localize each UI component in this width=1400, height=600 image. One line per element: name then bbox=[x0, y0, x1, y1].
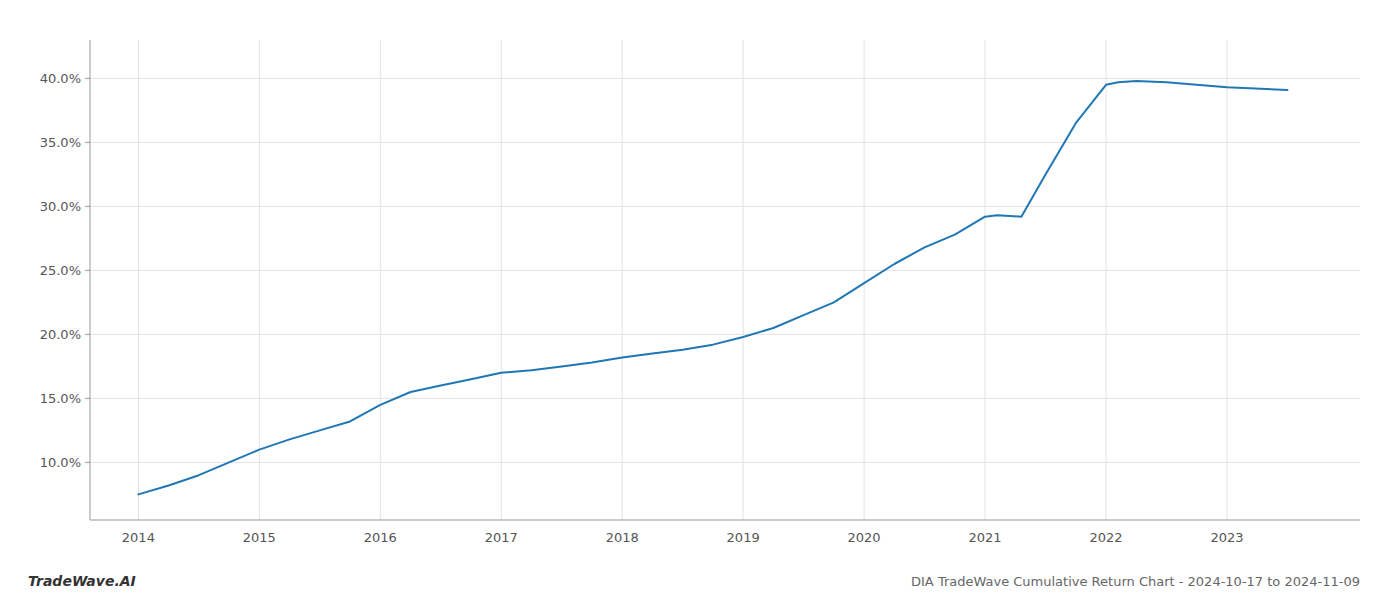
y-tick-label: 10.0% bbox=[40, 455, 81, 470]
chart-svg: 2014 2015 2016 2017 2018 2019 2020 2021 2022 2023… bbox=[0, 0, 1400, 600]
x-tick-label: 2015 bbox=[243, 530, 276, 545]
y-tick-mark bbox=[85, 270, 90, 271]
x-tick-label: 2019 bbox=[727, 530, 760, 545]
y-tick-label: 30.0% bbox=[40, 199, 81, 214]
x-grid-line bbox=[985, 40, 986, 520]
y-grid-line bbox=[90, 78, 1360, 79]
y-tick-mark bbox=[85, 462, 90, 463]
x-grid-line bbox=[864, 40, 865, 520]
x-grid-line bbox=[380, 40, 381, 520]
grid bbox=[90, 40, 1360, 520]
x-grid-line bbox=[622, 40, 623, 520]
y-axis-line bbox=[90, 40, 91, 520]
chart-title: DIA TradeWave Cumulative Return Chart - … bbox=[911, 574, 1360, 589]
y-grid-line bbox=[90, 270, 1360, 271]
x-grid-line bbox=[501, 40, 502, 520]
x-tick-label: 2017 bbox=[485, 530, 518, 545]
x-grid-line bbox=[1226, 40, 1227, 520]
x-grid-line bbox=[259, 40, 260, 520]
x-tick-label: 2016 bbox=[364, 530, 397, 545]
x-grid-line bbox=[743, 40, 744, 520]
y-tick-label: 35.0% bbox=[40, 135, 81, 150]
x-tick-label: 2023 bbox=[1210, 530, 1243, 545]
y-grid-line bbox=[90, 206, 1360, 207]
y-tick-mark bbox=[85, 334, 90, 335]
data-line bbox=[138, 81, 1287, 494]
y-tick-mark bbox=[85, 78, 90, 79]
y-grid-line bbox=[90, 398, 1360, 399]
y-tick-mark bbox=[85, 206, 90, 207]
chart-root: 2014 2015 2016 2017 2018 2019 2020 2021 2022 2023… bbox=[0, 0, 1400, 600]
y-grid-line bbox=[90, 462, 1360, 463]
x-axis-line bbox=[90, 520, 1360, 521]
y-grid-line bbox=[90, 142, 1360, 143]
x-grid-line bbox=[1106, 40, 1107, 520]
x-tick-label: 2014 bbox=[122, 530, 155, 545]
watermark: TradeWave.AI bbox=[28, 573, 136, 589]
y-tick-label: 25.0% bbox=[40, 263, 81, 278]
y-tick-mark bbox=[85, 142, 90, 143]
x-tick-label: 2018 bbox=[606, 530, 639, 545]
y-tick-label: 15.0% bbox=[40, 391, 81, 406]
x-tick-label: 2021 bbox=[969, 530, 1002, 545]
plot-area bbox=[138, 81, 1287, 494]
x-tick-label: 2020 bbox=[848, 530, 881, 545]
y-grid-line bbox=[90, 334, 1360, 335]
y-tick-label: 20.0% bbox=[40, 327, 81, 342]
y-tick-mark bbox=[85, 398, 90, 399]
x-tick-label: 2022 bbox=[1089, 530, 1122, 545]
axes: 2014 2015 2016 2017 2018 2019 2020 2021 2022 2023… bbox=[40, 40, 1360, 545]
x-grid-line bbox=[138, 40, 139, 520]
y-tick-label: 40.0% bbox=[40, 71, 81, 86]
